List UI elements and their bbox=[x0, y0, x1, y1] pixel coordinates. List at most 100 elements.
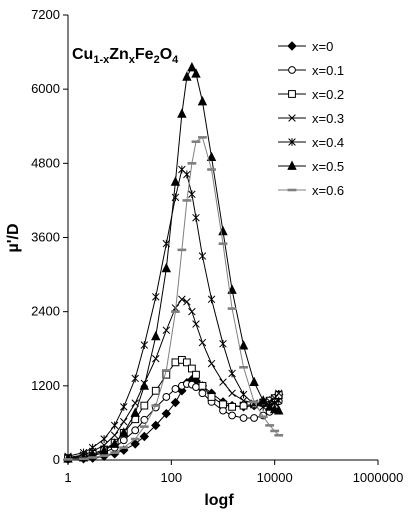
legend-label: x=0.3 bbox=[312, 111, 344, 126]
point bbox=[274, 405, 284, 415]
point bbox=[192, 383, 200, 391]
point bbox=[187, 364, 196, 373]
point bbox=[183, 170, 191, 179]
point bbox=[171, 358, 180, 367]
y-axis-label: µ'/D bbox=[5, 223, 22, 252]
point bbox=[219, 339, 227, 348]
point bbox=[99, 445, 109, 455]
point bbox=[152, 354, 160, 363]
point bbox=[161, 262, 172, 273]
point bbox=[192, 320, 200, 328]
point bbox=[288, 138, 296, 146]
point bbox=[198, 389, 207, 398]
point bbox=[288, 66, 296, 74]
legend-label: x=0.2 bbox=[312, 87, 344, 102]
title-cu: Cu bbox=[72, 46, 93, 63]
legend-item: x=0.4 bbox=[278, 135, 344, 150]
point bbox=[275, 389, 283, 398]
point bbox=[151, 330, 161, 341]
point bbox=[139, 431, 150, 442]
point bbox=[170, 176, 181, 186]
point bbox=[207, 359, 216, 368]
legend-label: x=0.4 bbox=[312, 135, 344, 150]
point bbox=[120, 417, 128, 426]
point bbox=[239, 401, 248, 410]
axes: 0 1200 2400 3600 4800 6000 7200 1 100 10000 100000… bbox=[31, 7, 403, 485]
point bbox=[238, 340, 249, 350]
title-o: O bbox=[160, 46, 172, 63]
point bbox=[131, 426, 140, 435]
point bbox=[130, 439, 140, 449]
legend-item: x=0.1 bbox=[278, 63, 344, 78]
y-tick-label: 6000 bbox=[31, 81, 60, 96]
point bbox=[182, 71, 192, 81]
x-tick-label: 10000 bbox=[257, 470, 293, 485]
point bbox=[228, 402, 236, 411]
point bbox=[188, 307, 196, 316]
legend-item: x=0 bbox=[278, 39, 333, 54]
y-tick-label: 1200 bbox=[31, 378, 60, 393]
point bbox=[287, 160, 297, 170]
point bbox=[287, 41, 297, 51]
point bbox=[191, 68, 201, 78]
series-x-0-2 bbox=[64, 355, 283, 463]
point bbox=[171, 385, 180, 393]
point bbox=[198, 338, 207, 347]
series-x-0-4 bbox=[64, 165, 283, 461]
y-tick-label: 3600 bbox=[31, 230, 60, 245]
point bbox=[140, 341, 149, 349]
point bbox=[151, 420, 161, 431]
legend-label: x=0.5 bbox=[312, 159, 344, 174]
point bbox=[170, 397, 181, 408]
point bbox=[249, 376, 259, 387]
point bbox=[119, 427, 129, 437]
point bbox=[198, 252, 207, 260]
series-x-0-5 bbox=[63, 62, 284, 463]
point bbox=[228, 411, 236, 420]
point bbox=[207, 393, 216, 401]
chart-title: Cu1-xZnxFe2O4 bbox=[72, 46, 179, 66]
point bbox=[100, 441, 108, 449]
x-tick-label: 100 bbox=[160, 470, 182, 485]
point bbox=[206, 151, 217, 162]
point bbox=[192, 370, 200, 379]
point bbox=[250, 414, 259, 422]
point bbox=[239, 390, 248, 399]
point bbox=[288, 114, 296, 122]
x-tick-label: 1 bbox=[64, 470, 71, 485]
chart-title-group: Cu1-xZnxFe2O4 bbox=[72, 46, 179, 66]
point bbox=[161, 408, 172, 419]
x-axis-label: logf bbox=[204, 492, 234, 509]
x-tick-label: 1000000 bbox=[353, 470, 404, 485]
point bbox=[130, 407, 140, 417]
legend: x=0 x=0.1 x=0.2 x=0.3 x=0.4 x=0.5 x=0.6 bbox=[278, 39, 344, 198]
point bbox=[198, 381, 207, 390]
legend-label: x=0 bbox=[312, 39, 333, 54]
y-tick-label: 0 bbox=[53, 452, 60, 467]
point bbox=[119, 436, 128, 445]
point bbox=[139, 380, 150, 390]
point bbox=[288, 90, 296, 98]
series-x-0-1 bbox=[64, 380, 283, 463]
title-zn: Zn bbox=[109, 46, 129, 63]
point bbox=[140, 401, 149, 410]
point bbox=[264, 401, 275, 411]
point bbox=[110, 431, 119, 440]
series-x-0-6 bbox=[63, 136, 284, 461]
point bbox=[239, 396, 248, 405]
point bbox=[178, 295, 186, 304]
legend-item: x=0.2 bbox=[278, 87, 344, 102]
point bbox=[182, 358, 191, 367]
legend-label: x=0.1 bbox=[312, 63, 344, 78]
point bbox=[131, 374, 139, 383]
point bbox=[188, 190, 196, 199]
point bbox=[275, 396, 283, 405]
point bbox=[197, 96, 208, 106]
point bbox=[239, 414, 248, 422]
y-tick-label: 7200 bbox=[31, 7, 60, 22]
legend-label: x=0.6 bbox=[312, 183, 344, 198]
point bbox=[151, 386, 160, 395]
y-tick-label: 4800 bbox=[31, 155, 60, 170]
series-layer bbox=[63, 62, 284, 465]
